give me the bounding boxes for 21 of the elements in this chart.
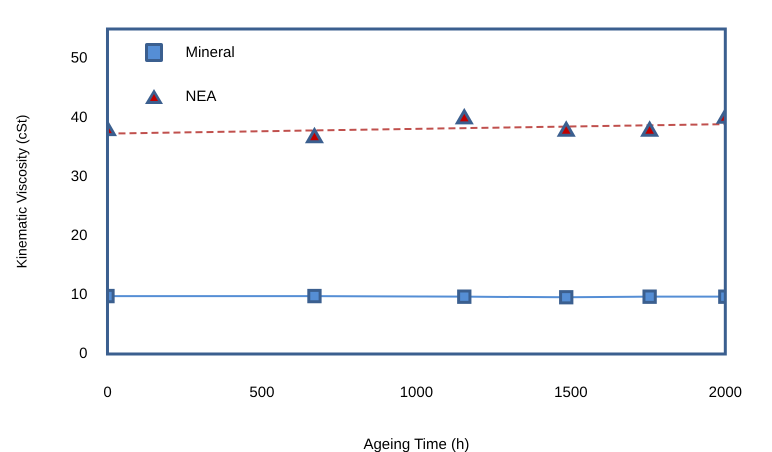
legend-label: Mineral xyxy=(185,44,235,60)
y-tick-label: 50 xyxy=(70,50,88,67)
legend-label: NEA xyxy=(185,88,216,104)
x-tick-label: 0 xyxy=(103,384,112,402)
x-tick-label: 1500 xyxy=(554,384,588,402)
x-tick-label: 2000 xyxy=(708,384,742,402)
point xyxy=(559,290,574,304)
y-tick-label: 0 xyxy=(79,345,88,362)
point xyxy=(558,122,575,137)
y-axis-title: Kinematic Viscosity (cSt) xyxy=(13,114,30,268)
y-tick-label: 20 xyxy=(70,226,88,244)
point xyxy=(456,109,473,124)
point xyxy=(307,288,322,304)
y-tick-label: 30 xyxy=(70,168,88,185)
point xyxy=(457,290,472,304)
x-tick-label: 1000 xyxy=(400,384,434,402)
point xyxy=(306,128,323,144)
x-tick-label: 500 xyxy=(249,384,274,402)
y-tick-label: 10 xyxy=(70,286,88,304)
y-tick-label: 40 xyxy=(70,108,88,126)
x-axis-title: Ageing Time (h) xyxy=(363,436,470,452)
